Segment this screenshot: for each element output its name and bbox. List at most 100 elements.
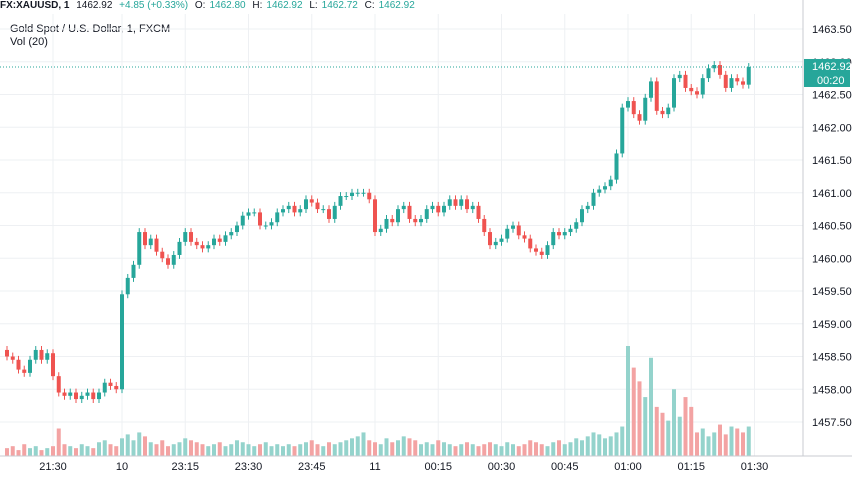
candle: [447, 195, 452, 210]
candle: [505, 224, 510, 243]
candle-body: [102, 382, 107, 393]
volume-bar: [413, 440, 418, 456]
candle-body: [263, 225, 268, 227]
candle: [545, 241, 550, 259]
candle: [465, 195, 469, 214]
candle-body: [10, 356, 15, 360]
candle-body: [33, 349, 38, 360]
price-tick-label: 1461.50: [812, 155, 852, 167]
candle: [154, 234, 159, 256]
candle: [603, 182, 607, 194]
candle-body: [419, 218, 423, 223]
volume-bar: [614, 432, 619, 456]
symbol-label[interactable]: FX:XAUUSD, 1: [0, 0, 70, 11]
candle-body: [22, 369, 27, 373]
candle: [160, 247, 165, 263]
candle: [97, 388, 101, 404]
candle-body: [706, 68, 711, 79]
candle: [401, 201, 406, 214]
candle-body: [396, 209, 400, 223]
volume-bar: [286, 444, 291, 456]
volume-bar: [28, 448, 32, 456]
volume-bar: [551, 442, 556, 456]
volume-bar: [465, 442, 469, 456]
volume-bar: [442, 442, 446, 456]
volume-bar: [499, 446, 504, 456]
candle: [442, 201, 446, 217]
candle-body: [108, 382, 113, 386]
volume-bar: [154, 444, 159, 456]
candle-body: [597, 189, 602, 193]
volume-bar: [56, 428, 61, 456]
candle-body: [522, 235, 527, 239]
volume-bar: [108, 444, 113, 456]
volume-bar: [74, 448, 78, 456]
candle-body: [56, 376, 61, 393]
candle-body: [551, 232, 556, 246]
candle: [718, 61, 722, 79]
candle: [217, 234, 222, 246]
candle-body: [723, 74, 728, 88]
candle: [321, 205, 326, 214]
volume-bar: [378, 444, 383, 456]
volume-bar: [131, 440, 136, 456]
candle: [746, 63, 751, 89]
volume-bar: [620, 426, 625, 456]
candle: [436, 201, 441, 217]
volume-bar: [321, 446, 326, 456]
volume-bar: [160, 440, 165, 456]
candle: [677, 70, 682, 83]
candle-body: [505, 228, 510, 239]
candle-body: [79, 395, 84, 400]
candle: [131, 260, 136, 282]
candle: [91, 388, 96, 404]
volume-bar: [677, 416, 682, 456]
volume-legend[interactable]: Vol (20): [10, 36, 48, 48]
volume-bar: [470, 444, 475, 456]
candle: [488, 228, 492, 250]
candle-body: [672, 78, 676, 108]
volume-bar: [729, 426, 734, 456]
candle: [551, 228, 556, 250]
candle-body: [206, 245, 211, 249]
price-axis: 1457.50 1458.00 1458.50 1459.00 1459.50 1460.…: [812, 24, 852, 429]
volume-bar: [229, 444, 234, 456]
candle: [189, 228, 193, 246]
candle: [171, 251, 176, 269]
candle-body: [143, 232, 147, 246]
volume-bar: [597, 434, 602, 456]
chart-grid: [0, 14, 803, 456]
candle: [269, 218, 274, 230]
candle: [235, 221, 239, 236]
volume-bar: [39, 450, 44, 456]
candle: [309, 195, 314, 207]
volume-bar: [545, 446, 550, 456]
candle: [396, 205, 400, 227]
candle-body: [562, 232, 567, 236]
candle: [390, 215, 395, 227]
candle-body: [459, 199, 464, 206]
candle: [39, 346, 44, 364]
price-tick-label: 1460.00: [812, 253, 852, 265]
candle-body: [413, 218, 418, 223]
candle: [143, 228, 147, 250]
candle: [108, 378, 113, 390]
volume-bar: [482, 444, 487, 456]
candle: [74, 388, 78, 404]
candle-body: [677, 74, 682, 79]
candle: [212, 234, 216, 250]
candle: [424, 205, 429, 223]
candle: [574, 218, 579, 233]
volume-bar: [327, 442, 331, 456]
volume-bar: [654, 406, 659, 456]
volume-bar: [177, 442, 182, 456]
candle-body: [235, 225, 239, 233]
candle-body: [476, 205, 481, 219]
candle: [275, 208, 280, 227]
volume-bar: [396, 440, 400, 456]
candle: [654, 77, 659, 115]
candle: [68, 388, 73, 400]
candle-body: [626, 101, 630, 108]
volume-bar: [298, 444, 303, 456]
